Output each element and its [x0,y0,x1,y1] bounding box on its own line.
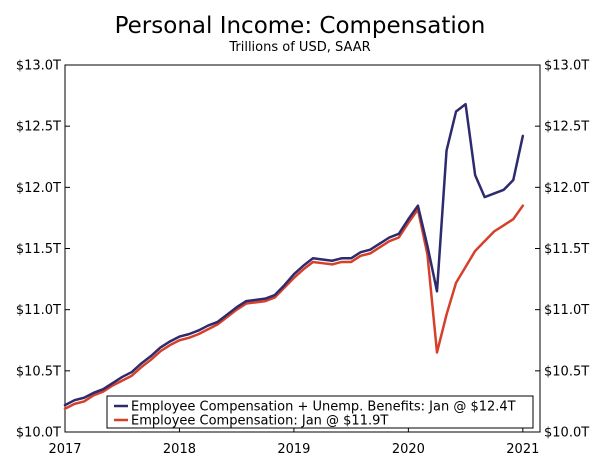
y-tick-label-left: $12.5T [16,120,61,135]
y-tick-label-left: $13.0T [16,59,61,74]
y-axis-left: $10.0T $10.5T $11.0T $11.5T $12.0T $12.5T $13.… [16,59,70,441]
legend: Employee Compensation + Unemp. Benefits:… [106,395,534,429]
legend-label-series-1: Employee Compensation + Unemp. Benefits:… [131,400,516,415]
legend-label-series-2: Employee Compensation: Jan @ $11.9T [131,414,388,429]
x-tick-label: 2017 [48,442,81,457]
y-tick-label-left: $10.0T [16,426,61,441]
x-tick-label: 2020 [392,442,425,457]
y-tick-label-right: $13.0T [544,59,589,74]
chart-subtitle: Trillions of USD, SAAR [228,40,370,55]
y-tick-label-left: $11.0T [16,303,61,318]
y-tick-label-right: $11.0T [544,303,589,318]
x-tick-label: 2018 [163,442,196,457]
x-axis: 2017 2018 2019 2020 2021 [48,427,539,457]
legend-box [106,395,534,429]
y-tick-label-left: $11.5T [16,242,61,257]
y-tick-label-left: $10.5T [16,364,61,379]
series-lines [63,102,525,411]
y-tick-label-right: $10.0T [544,426,589,441]
y-tick-label-left: $12.0T [16,181,61,196]
chart-title: Personal Income: Compensation [115,13,486,39]
y-axis-right: $10.0T $10.5T $11.0T $11.5T $12.0T $12.5T $13.… [535,59,589,441]
y-tick-label-right: $11.5T [544,242,589,257]
series-line-1 [63,102,525,407]
y-tick-label-right: $12.0T [544,181,589,196]
y-tick-label-right: $10.5T [544,364,589,379]
x-tick-label: 2021 [506,442,539,457]
y-tick-label-right: $12.5T [544,120,589,135]
x-tick-label: 2019 [277,442,310,457]
series-line-2 [63,204,525,411]
